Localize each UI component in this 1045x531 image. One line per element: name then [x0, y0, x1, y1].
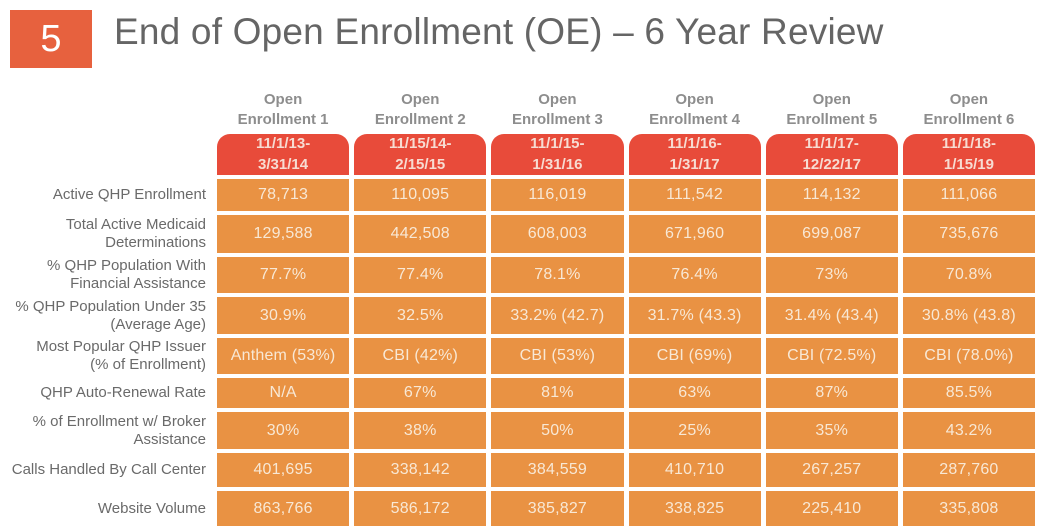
- table-cell: 129,588: [217, 215, 350, 253]
- slide-number: 5: [40, 18, 62, 60]
- table-cell: 586,172: [354, 491, 487, 526]
- table-cell: 78,713: [217, 179, 350, 211]
- row-label: Most Popular QHP Issuer (% of Enrollment…: [36, 338, 206, 373]
- table-cell: 385,827: [491, 491, 624, 526]
- row-label: Total Active Medicaid Determinations: [65, 216, 206, 251]
- table-cell: 38%: [354, 412, 487, 449]
- table-cell: 442,508: [354, 215, 487, 253]
- table-cell: 267,257: [765, 453, 898, 487]
- column-period-cell: 11/1/16- 1/31/17: [628, 134, 761, 175]
- table-corner-spacer: [10, 134, 212, 175]
- row-label: Calls Handled By Call Center: [11, 461, 206, 478]
- table-cell: 671,960: [628, 215, 761, 253]
- table-cell: 30.8% (43.8): [902, 297, 1035, 334]
- column-header: Open Enrollment 5: [786, 91, 878, 128]
- table-cell: 410,710: [628, 453, 761, 487]
- column-header: Open Enrollment 2: [374, 91, 466, 128]
- table-cell: 31.7% (43.3): [628, 297, 761, 334]
- table-cell: 114,132: [765, 179, 898, 211]
- column-header: Open Enrollment 6: [923, 91, 1015, 128]
- table-cell: 32.5%: [354, 297, 487, 334]
- enrollment-review-table: Open Enrollment 1 Open Enrollment 2 Open E…: [10, 89, 1035, 526]
- row-label: % of Enrollment w/ Broker Assistance: [32, 412, 206, 448]
- table-cell: 81%: [491, 378, 624, 408]
- column-period-cell: 11/1/15- 1/31/16: [491, 134, 624, 175]
- table-cell: 116,019: [491, 179, 624, 211]
- table-cell: 30%: [217, 412, 350, 449]
- table-cell: 85.5%: [902, 378, 1035, 408]
- table-cell: Anthem (53%): [217, 338, 350, 374]
- table-cell: 77.7%: [217, 257, 350, 293]
- column-header: Open Enrollment 3: [511, 91, 603, 128]
- row-label: QHP Auto-Renewal Rate: [40, 384, 206, 401]
- table-cell: 335,808: [902, 491, 1035, 526]
- table-cell: 401,695: [217, 453, 350, 487]
- table-cell: 33.2% (42.7): [491, 297, 624, 334]
- table-cell: 699,087: [765, 215, 898, 253]
- table-cell: 863,766: [217, 491, 350, 526]
- table-cell: 608,003: [491, 215, 624, 253]
- table-cell: 110,095: [354, 179, 487, 211]
- table-cell: CBI (42%): [354, 338, 487, 374]
- table-cell: 338,142: [354, 453, 487, 487]
- slide-number-box: 5: [10, 10, 92, 68]
- table-cell: 73%: [765, 257, 898, 293]
- table-cell: 111,066: [902, 179, 1035, 211]
- column-period-cell: 11/1/13- 3/31/14: [217, 134, 350, 175]
- table-cell: 70.8%: [902, 257, 1035, 293]
- table-cell: CBI (72.5%): [765, 338, 898, 374]
- column-period-cell: 11/1/18- 1/15/19: [902, 134, 1035, 175]
- table-cell: 31.4% (43.4): [765, 297, 898, 334]
- table-cell: CBI (53%): [491, 338, 624, 374]
- table-corner-spacer: [10, 89, 212, 130]
- table-cell: 43.2%: [902, 412, 1035, 449]
- table-cell: 287,760: [902, 453, 1035, 487]
- column-period-cell: 11/15/14- 2/15/15: [354, 134, 487, 175]
- table-cell: 30.9%: [217, 297, 350, 334]
- table-cell: 384,559: [491, 453, 624, 487]
- table-cell: CBI (69%): [628, 338, 761, 374]
- page-title: End of Open Enrollment (OE) – 6 Year Rev…: [114, 11, 884, 52]
- table-cell: 225,410: [765, 491, 898, 526]
- table-cell: 111,542: [628, 179, 761, 211]
- table-cell: 338,825: [628, 491, 761, 526]
- table-cell: 76.4%: [628, 257, 761, 293]
- table-cell: 77.4%: [354, 257, 487, 293]
- row-label: Website Volume: [97, 499, 206, 517]
- table-cell: N/A: [217, 378, 350, 408]
- table-cell: 35%: [765, 412, 898, 449]
- table-cell: 78.1%: [491, 257, 624, 293]
- column-header: Open Enrollment 1: [237, 91, 329, 128]
- table-cell: 735,676: [902, 215, 1035, 253]
- table-cell: 63%: [628, 378, 761, 408]
- row-label: % QHP Population Under 35 (Average Age): [15, 297, 206, 333]
- table-cell: 50%: [491, 412, 624, 449]
- row-label: % QHP Population With Financial Assistan…: [47, 257, 206, 292]
- column-period-cell: 11/1/17- 12/22/17: [765, 134, 898, 175]
- table-cell: 67%: [354, 378, 487, 408]
- table-cell: 25%: [628, 412, 761, 449]
- table-cell: CBI (78.0%): [902, 338, 1035, 374]
- row-label: Active QHP Enrollment: [52, 186, 206, 203]
- table-cell: 87%: [765, 378, 898, 408]
- column-header: Open Enrollment 4: [649, 91, 740, 128]
